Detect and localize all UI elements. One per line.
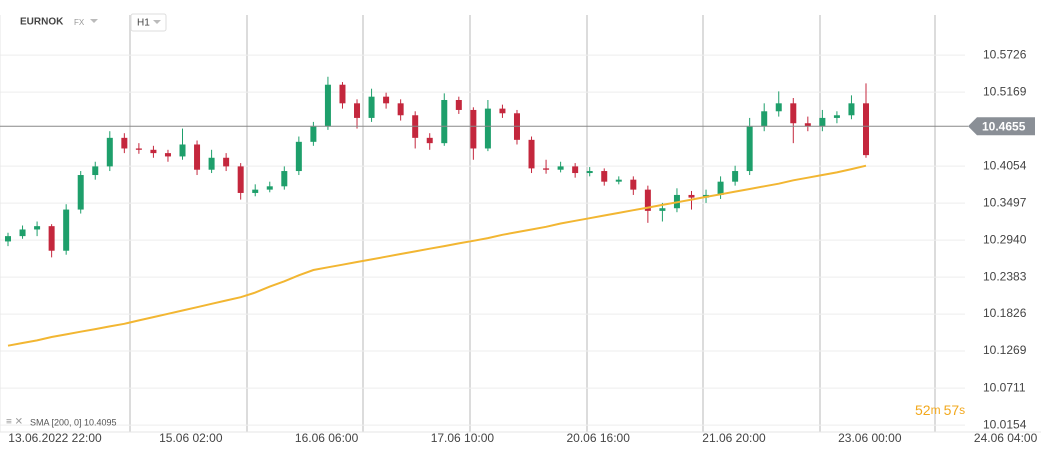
candle-body bbox=[5, 236, 11, 242]
candle-body bbox=[34, 226, 41, 230]
candle-body bbox=[644, 189, 651, 211]
candle-body bbox=[77, 175, 84, 210]
candle-body bbox=[310, 126, 317, 142]
candle-body bbox=[630, 179, 637, 190]
candle-body bbox=[266, 186, 273, 190]
candle-body bbox=[324, 84, 331, 127]
candle-body bbox=[426, 137, 433, 144]
candle-body bbox=[833, 115, 840, 118]
y-tick-label: 10.5169 bbox=[983, 84, 1027, 98]
candle-body bbox=[586, 171, 593, 174]
candle-body bbox=[121, 137, 128, 149]
grid bbox=[0, 15, 1041, 433]
y-tick-label: 10.1826 bbox=[983, 306, 1027, 320]
interval-selector[interactable] bbox=[130, 13, 167, 32]
x-tick-label: 24.06 04:00 bbox=[974, 431, 1038, 445]
candle-body bbox=[543, 168, 550, 170]
day-separators bbox=[129, 15, 936, 432]
candle-body bbox=[470, 109, 477, 149]
x-tick-label: 21.06 20:00 bbox=[702, 431, 766, 445]
candle-body bbox=[688, 194, 695, 198]
candle-body bbox=[732, 171, 739, 182]
candle-body bbox=[150, 149, 157, 154]
candle-body bbox=[383, 96, 390, 104]
sma-line bbox=[7, 164, 867, 347]
countdown-s: s bbox=[959, 403, 965, 417]
candle-body bbox=[528, 139, 535, 169]
candle-body bbox=[572, 166, 579, 174]
candle-body bbox=[441, 99, 448, 144]
countdown-seconds: 57 bbox=[944, 402, 960, 418]
candle-body bbox=[790, 103, 797, 124]
y-tick-label: 10.1269 bbox=[983, 343, 1027, 357]
candle-body bbox=[281, 171, 288, 187]
candle-body bbox=[237, 166, 244, 193]
countdown-minutes: 52 bbox=[915, 402, 931, 418]
candle-body bbox=[368, 96, 375, 118]
candle-body bbox=[499, 108, 506, 114]
y-tick-label: 10.0154 bbox=[983, 417, 1027, 431]
candle-body bbox=[804, 123, 811, 127]
candle-body bbox=[295, 141, 302, 172]
candle-body bbox=[339, 84, 346, 104]
candle-body bbox=[848, 103, 855, 116]
countdown: 52m 57s bbox=[915, 402, 965, 418]
candle-body bbox=[819, 117, 826, 127]
y-tick-label: 10.5726 bbox=[983, 47, 1027, 61]
x-tick-label: 23.06 00:00 bbox=[838, 431, 902, 445]
candle-body bbox=[746, 126, 753, 172]
candle-body bbox=[135, 148, 142, 150]
candle-body bbox=[354, 103, 361, 118]
interval: H1 bbox=[137, 18, 150, 29]
x-tick-label: 13.06.2022 22:00 bbox=[8, 431, 102, 445]
market-dropdown[interactable] bbox=[90, 19, 98, 23]
y-tick-label: 10.2383 bbox=[983, 269, 1027, 283]
candle-body bbox=[601, 171, 608, 182]
candle-body bbox=[397, 103, 404, 116]
candle-body bbox=[615, 179, 622, 182]
sma-legend: SMA [200, 0] 10.4095 bbox=[30, 417, 117, 427]
candle-body bbox=[106, 137, 113, 167]
candle-body bbox=[761, 111, 768, 127]
candle-body bbox=[252, 189, 259, 193]
x-tick-label: 15.06 02:00 bbox=[159, 431, 223, 445]
candle-body bbox=[194, 144, 201, 170]
candle-body bbox=[208, 157, 215, 170]
candle-body bbox=[863, 103, 869, 156]
candle-body bbox=[557, 166, 564, 170]
candle-body bbox=[179, 144, 186, 157]
candle-body bbox=[455, 99, 462, 110]
y-tick-label: 10.0711 bbox=[983, 380, 1026, 394]
candle-body bbox=[717, 181, 724, 195]
legend-icons[interactable]: ≡ ✕ bbox=[6, 417, 23, 428]
y-tick-label: 10.4054 bbox=[983, 158, 1027, 172]
x-tick-label: 16.06 06:00 bbox=[295, 431, 359, 445]
candle-body bbox=[775, 103, 782, 112]
candle-body bbox=[19, 229, 26, 237]
marks bbox=[5, 76, 869, 347]
countdown-m: m bbox=[931, 403, 941, 417]
candle-body bbox=[164, 153, 171, 157]
candle-body bbox=[659, 208, 666, 211]
x-tick-label: 20.06 16:00 bbox=[566, 431, 630, 445]
market: FX bbox=[74, 18, 85, 27]
last-price-label: 10.4655 bbox=[982, 119, 1026, 133]
candle-body bbox=[223, 157, 230, 167]
y-tick-label: 10.3497 bbox=[983, 195, 1027, 209]
candle-body bbox=[48, 226, 55, 251]
candle-body bbox=[92, 166, 99, 176]
last-price-tag bbox=[968, 117, 1035, 136]
candle-body bbox=[63, 209, 70, 251]
x-tick-label: 17.06 10:00 bbox=[431, 431, 495, 445]
interval-dropdown bbox=[153, 20, 161, 24]
candle-body bbox=[484, 108, 491, 149]
symbol: EURNOK bbox=[20, 17, 64, 28]
y-tick-label: 10.2940 bbox=[983, 232, 1027, 246]
